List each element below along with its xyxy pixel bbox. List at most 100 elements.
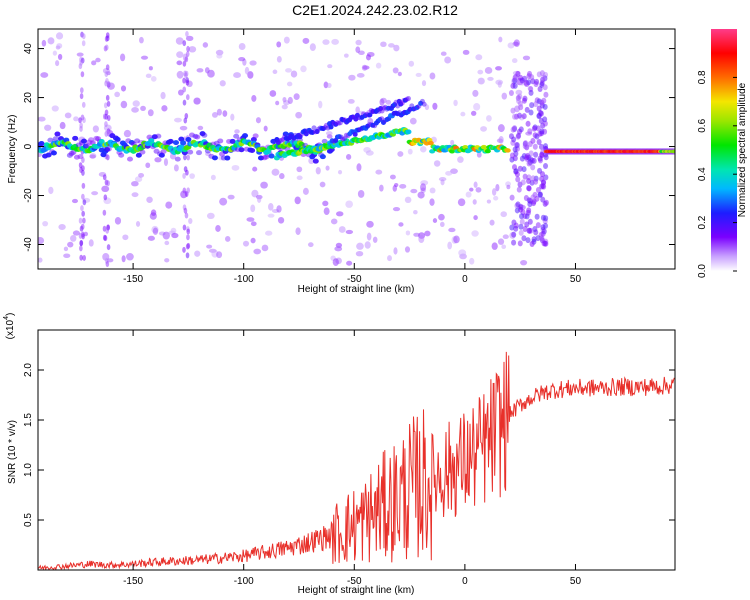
spectrogram-cell <box>114 91 121 98</box>
spectrogram-cell <box>257 195 262 203</box>
spectrogram-cell <box>347 98 355 104</box>
spectrogram-cell <box>71 198 79 204</box>
spectrogram-cell <box>525 120 531 127</box>
spectrogram-cell <box>473 215 478 221</box>
spectrogram-cell <box>515 201 521 208</box>
spectrogram-cell <box>511 58 518 64</box>
spectrogram-panel: -150 -100 -50 0 50 -40 -20 0 20 40 Height of stra… <box>7 28 676 295</box>
spectrogram-cell <box>64 112 72 119</box>
snr-y-tick-label: 1.5 <box>23 413 34 427</box>
snr-frame <box>37 329 676 571</box>
spectrogram-cell <box>79 240 83 247</box>
spectrogram-cell <box>89 154 96 159</box>
spectrogram-cell <box>63 246 69 252</box>
spectrogram-cell <box>343 53 349 58</box>
snr-y-scale-label: (x104) <box>3 313 16 340</box>
spectrogram-cell <box>512 125 518 132</box>
spectrogram-cell <box>167 138 174 144</box>
spectrogram-cell <box>473 181 478 188</box>
spectrogram-cell <box>540 196 546 203</box>
spectrogram-cell <box>429 187 436 194</box>
spectrogram-cell <box>528 109 534 116</box>
spectrogram-cell <box>140 105 146 112</box>
spectrogram-cell <box>126 253 134 261</box>
spectrogram-cell <box>355 46 361 54</box>
spectrogram-cell <box>202 42 209 48</box>
spectrogram-cell <box>182 187 187 194</box>
spectrogram-cell <box>206 244 213 249</box>
spectrogram-cell <box>331 38 339 45</box>
spectrogram-cell <box>539 128 545 135</box>
spectrogram-cell <box>527 227 533 234</box>
spectrogram-cell <box>512 146 518 153</box>
spectrogram-cell <box>438 213 445 221</box>
spectrogram-cell <box>81 182 86 189</box>
spectrogram-cell <box>469 257 475 265</box>
spectrogram-cell <box>265 230 273 236</box>
spectrogram-cell <box>72 230 80 236</box>
spectrogram-cell <box>477 77 485 85</box>
spectrogram-cell <box>216 53 223 59</box>
spectrogram-cell <box>76 52 84 57</box>
spectrogram-cell <box>140 55 149 60</box>
spectrogram-cell <box>201 132 208 138</box>
spectrogram-y-tick-label: -40 <box>23 237 34 252</box>
spectrogram-cell <box>38 257 43 263</box>
spectrogram-cell <box>326 82 332 89</box>
spectrogram-cell <box>515 176 521 183</box>
spectrogram-cell <box>132 100 140 107</box>
spectrogram-cell <box>189 173 195 179</box>
spectrogram-cell <box>217 138 224 144</box>
spectrogram-cell <box>171 232 179 239</box>
spectrogram-cell <box>290 70 298 78</box>
spectrogram-cell <box>367 112 373 118</box>
spectrogram-cell <box>380 41 387 48</box>
spectrogram-cell <box>420 183 427 192</box>
spectrogram-cell <box>513 225 519 232</box>
spectrogram-cell <box>272 69 278 74</box>
spectrogram-cell <box>458 249 467 257</box>
spectrogram-cell <box>79 245 83 252</box>
spectrogram-cell <box>484 148 491 154</box>
spectrogram-cell <box>348 74 356 81</box>
spectrogram-cell <box>523 195 529 202</box>
spectrogram-cell <box>542 84 548 91</box>
spectrogram-cell <box>500 211 508 218</box>
spectrogram-cell <box>409 117 417 125</box>
spectrogram-cell <box>196 68 204 73</box>
spectrogram-cell <box>393 183 399 188</box>
spectrogram-cell <box>252 133 259 139</box>
spectrogram-cell <box>106 244 111 251</box>
spectrogram-cell <box>477 69 484 75</box>
spectrogram-cell <box>145 73 152 79</box>
spectrogram-cell <box>392 67 399 74</box>
spectrogram-cell <box>104 121 108 128</box>
spectrogram-cell <box>182 60 187 67</box>
spectrogram-cell <box>103 194 108 201</box>
spectrogram-cell <box>233 133 240 139</box>
colorbar-strip <box>711 29 737 271</box>
snr-x-tick-label: 0 <box>462 576 468 587</box>
spectrogram-cell <box>150 209 157 216</box>
spectrogram-cell <box>135 220 141 227</box>
spectrogram-cell <box>164 258 170 263</box>
spectrogram-cell <box>185 243 190 250</box>
spectrogram-cell <box>105 146 112 152</box>
spectrogram-cell <box>453 235 460 244</box>
spectrogram-cell <box>512 82 518 89</box>
spectrogram-cell <box>45 152 52 158</box>
spectrogram-cell <box>55 60 60 67</box>
spectrogram-cell <box>309 43 316 52</box>
spectrogram-cell <box>79 254 83 261</box>
snr-x-tick-label: 50 <box>570 576 582 587</box>
spectrogram-cell <box>263 125 268 132</box>
spectrogram-cell <box>70 149 77 155</box>
spectrogram-cell <box>114 136 121 142</box>
spectrogram-heatmap <box>38 31 675 268</box>
spectrogram-cell <box>476 151 482 158</box>
spectrogram-cell <box>493 195 499 201</box>
spectrogram-cell <box>543 174 549 181</box>
spectrogram-cell <box>527 201 533 208</box>
spectrogram-cell <box>106 130 111 137</box>
spectrogram-cell <box>497 238 505 245</box>
